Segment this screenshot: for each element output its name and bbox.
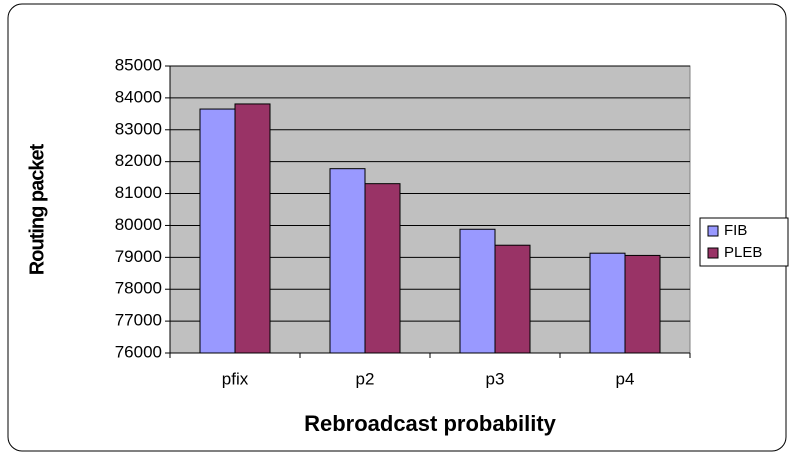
y-tick-label: 80000 [115, 215, 162, 234]
legend-swatch [707, 247, 719, 259]
bar [589, 252, 626, 354]
x-tick-label: pfix [222, 369, 249, 388]
y-tick-label: 78000 [115, 279, 162, 298]
y-tick-label: 79000 [115, 247, 162, 266]
y-axis-title: Routing packet [26, 143, 48, 275]
legend-label: FIB [724, 222, 747, 239]
bar [199, 108, 236, 354]
bar [624, 254, 661, 354]
y-tick-label: 84000 [115, 87, 162, 106]
y-tick-label: 82000 [115, 151, 162, 170]
bar [234, 103, 271, 354]
x-tick-label: p3 [486, 369, 505, 388]
x-tick-label: p2 [356, 369, 375, 388]
legend-label: PLEB [724, 244, 762, 261]
y-tick-label: 76000 [115, 342, 162, 361]
legend-swatch [707, 225, 719, 237]
y-tick-label: 77000 [115, 311, 162, 330]
bar [329, 168, 366, 354]
bar [459, 228, 496, 354]
y-tick-label: 81000 [115, 183, 162, 202]
x-axis-title: Rebroadcast probability [304, 411, 557, 436]
y-tick-label: 85000 [115, 55, 162, 74]
bar [364, 183, 401, 354]
x-tick-label: p4 [616, 369, 635, 388]
y-tick-label: 83000 [115, 119, 162, 138]
bar [494, 244, 531, 354]
